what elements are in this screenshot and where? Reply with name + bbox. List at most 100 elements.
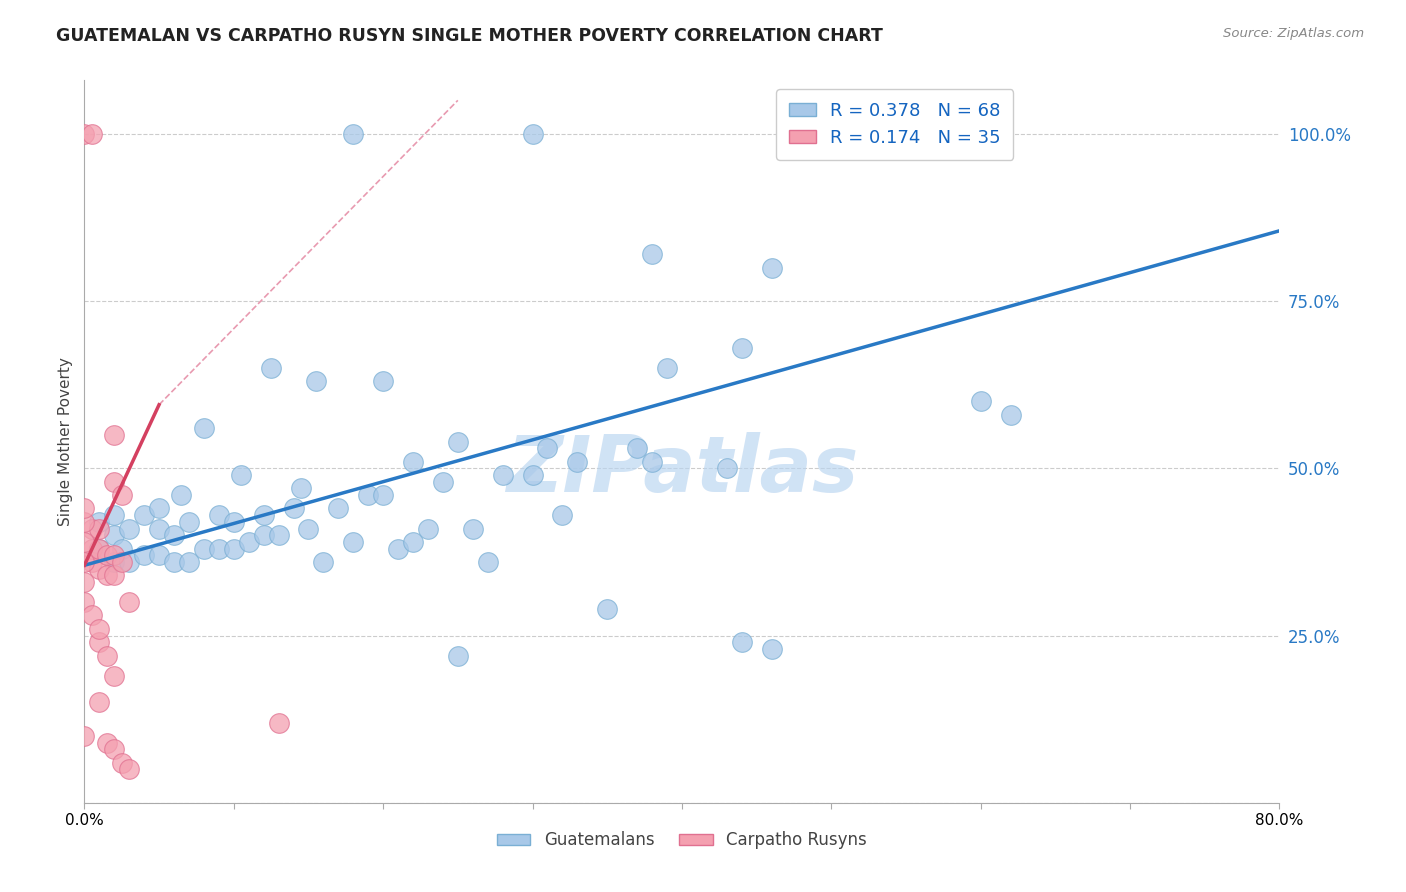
Point bbox=[290, 482, 312, 496]
Point bbox=[260, 361, 283, 376]
Point bbox=[402, 534, 425, 549]
Text: GUATEMALAN VS CARPATHO RUSYN SINGLE MOTHER POVERTY CORRELATION CHART: GUATEMALAN VS CARPATHO RUSYN SINGLE MOTH… bbox=[56, 27, 883, 45]
Point bbox=[163, 528, 186, 542]
Point bbox=[222, 541, 245, 556]
Point bbox=[111, 541, 134, 556]
Point bbox=[148, 501, 170, 516]
Point bbox=[477, 555, 499, 569]
Point bbox=[222, 515, 245, 529]
Text: Source: ZipAtlas.com: Source: ZipAtlas.com bbox=[1223, 27, 1364, 40]
Point bbox=[342, 127, 364, 141]
Point bbox=[103, 548, 125, 563]
Point bbox=[387, 541, 409, 556]
Point bbox=[253, 528, 276, 542]
Point bbox=[96, 648, 118, 663]
Point bbox=[447, 648, 470, 663]
Point bbox=[267, 528, 290, 542]
Point bbox=[73, 127, 96, 141]
Point bbox=[89, 521, 111, 535]
Point bbox=[80, 127, 103, 141]
Point bbox=[253, 508, 276, 523]
Point bbox=[536, 442, 558, 455]
Point bbox=[103, 742, 125, 756]
Point bbox=[111, 756, 134, 770]
Point bbox=[103, 508, 125, 523]
Point bbox=[103, 568, 125, 582]
Point bbox=[208, 541, 231, 556]
Point bbox=[177, 555, 200, 569]
Point bbox=[432, 475, 454, 489]
Point bbox=[89, 622, 111, 636]
Point bbox=[641, 455, 664, 469]
Point bbox=[267, 715, 290, 730]
Point bbox=[118, 595, 141, 609]
Point bbox=[626, 442, 648, 455]
Point bbox=[80, 541, 103, 556]
Point bbox=[73, 729, 96, 743]
Point bbox=[461, 521, 484, 535]
Point bbox=[103, 528, 125, 542]
Point bbox=[118, 762, 141, 776]
Point bbox=[761, 260, 783, 275]
Point bbox=[596, 602, 619, 616]
Point bbox=[103, 427, 125, 442]
Point bbox=[96, 548, 118, 563]
Point bbox=[177, 515, 200, 529]
Point bbox=[89, 541, 111, 556]
Point bbox=[297, 521, 319, 535]
Point bbox=[231, 467, 253, 482]
Point bbox=[118, 555, 141, 569]
Point bbox=[73, 575, 96, 590]
Point bbox=[118, 521, 141, 535]
Point bbox=[342, 534, 364, 549]
Point bbox=[655, 361, 678, 376]
Point bbox=[283, 501, 305, 516]
Point bbox=[89, 541, 111, 556]
Point bbox=[193, 541, 215, 556]
Point bbox=[305, 375, 328, 389]
Point bbox=[373, 488, 395, 502]
Point bbox=[731, 341, 754, 355]
Point bbox=[80, 555, 103, 569]
Point bbox=[89, 635, 111, 649]
Point bbox=[148, 548, 170, 563]
Legend: Guatemalans, Carpatho Rusyns: Guatemalans, Carpatho Rusyns bbox=[491, 824, 873, 856]
Point bbox=[103, 475, 125, 489]
Point bbox=[373, 375, 395, 389]
Point bbox=[492, 467, 515, 482]
Point bbox=[641, 247, 664, 261]
Point bbox=[447, 434, 470, 449]
Point bbox=[312, 555, 335, 569]
Point bbox=[522, 467, 544, 482]
Point bbox=[96, 735, 118, 749]
Point bbox=[73, 534, 96, 549]
Point bbox=[163, 555, 186, 569]
Point bbox=[193, 421, 215, 435]
Point bbox=[567, 455, 589, 469]
Y-axis label: Single Mother Poverty: Single Mother Poverty bbox=[58, 357, 73, 526]
Point bbox=[103, 669, 125, 683]
Point bbox=[402, 455, 425, 469]
Point bbox=[551, 508, 574, 523]
Point bbox=[132, 548, 156, 563]
Point bbox=[89, 696, 111, 710]
Point bbox=[111, 488, 134, 502]
Point bbox=[208, 508, 231, 523]
Point bbox=[238, 534, 260, 549]
Point bbox=[89, 515, 111, 529]
Point bbox=[73, 555, 96, 569]
Point bbox=[148, 521, 170, 535]
Point bbox=[103, 555, 125, 569]
Point bbox=[716, 461, 738, 475]
Point bbox=[416, 521, 439, 535]
Point bbox=[111, 555, 134, 569]
Text: ZIPatlas: ZIPatlas bbox=[506, 433, 858, 508]
Point bbox=[132, 508, 156, 523]
Point bbox=[80, 521, 103, 535]
Point bbox=[357, 488, 380, 502]
Point bbox=[522, 127, 544, 141]
Point bbox=[761, 642, 783, 657]
Point bbox=[328, 501, 350, 516]
Point bbox=[970, 394, 993, 409]
Point bbox=[80, 608, 103, 623]
